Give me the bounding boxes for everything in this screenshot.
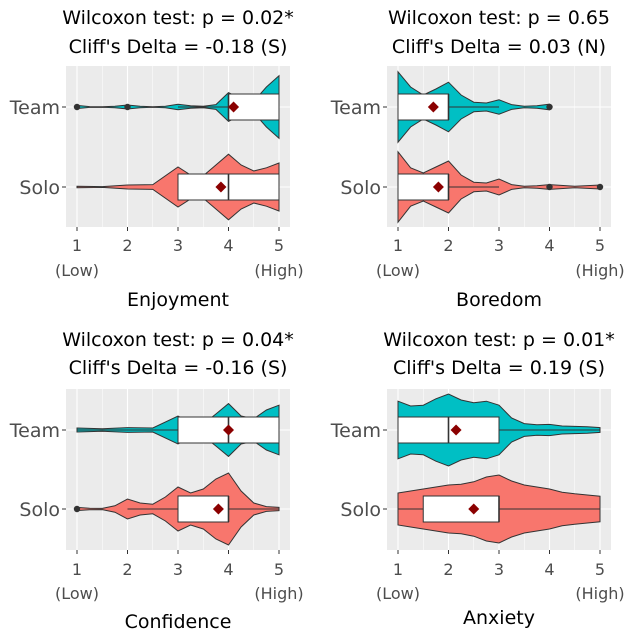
x-tick-label: 5	[274, 560, 284, 579]
chart-title-line-1: Wilcoxon test: p = 0.02*	[62, 7, 294, 29]
x-tick-label: 4	[223, 236, 233, 255]
x-tick-sublabel: (Low)	[376, 261, 420, 280]
x-tick-sublabel: (High)	[254, 261, 303, 280]
chart-title-line-2: Cliff's Delta = -0.16 (S)	[69, 357, 288, 379]
chart-title-line-2: Cliff's Delta = -0.18 (S)	[69, 36, 288, 58]
x-tick-label: 3	[494, 560, 504, 579]
x-tick-label: 5	[595, 236, 605, 255]
y-tick-label-team: Team	[330, 97, 381, 119]
chart-title-line-1: Wilcoxon test: p = 0.65	[388, 7, 610, 29]
x-tick-label: 4	[544, 560, 554, 579]
x-tick-sublabel: (High)	[254, 584, 303, 603]
y-tick-label-solo: Solo	[340, 499, 381, 521]
mean-marker	[427, 101, 439, 113]
violin-group-team	[397, 393, 601, 467]
y-tick-label-solo: Solo	[340, 177, 381, 199]
chart-title-line-1: Wilcoxon test: p = 0.01*	[383, 329, 615, 351]
mean-marker	[215, 181, 227, 193]
x-tick-label: 1	[393, 560, 403, 579]
violin-group-team	[73, 74, 280, 140]
mean-marker	[228, 101, 240, 113]
x-axis-title: Confidence	[125, 611, 232, 632]
chart-panel-2: Wilcoxon test: p = 0.65 Cliff's Delta = 0…	[330, 7, 625, 311]
y-tick-label-solo: Solo	[19, 177, 60, 199]
x-tick-label: 4	[544, 236, 554, 255]
box-iqr	[397, 93, 449, 121]
y-tick-label-solo: Solo	[19, 499, 60, 521]
mean-marker	[212, 503, 224, 515]
chart-title-line-2: Cliff's Delta = 0.19 (S)	[393, 357, 605, 379]
x-tick-label: 1	[393, 236, 403, 255]
x-tick-label: 2	[443, 560, 453, 579]
mean-marker	[432, 181, 444, 193]
mean-marker	[450, 424, 462, 436]
box-iqr	[422, 495, 500, 523]
outlier-point	[73, 505, 81, 513]
chart-panel-1: Wilcoxon test: p = 0.02* Cliff's Delta = …	[9, 7, 304, 311]
x-tick-label: 1	[72, 236, 82, 255]
x-tick-label: 2	[122, 236, 132, 255]
x-tick-label: 2	[443, 236, 453, 255]
violin-group-solo	[397, 150, 604, 224]
violin-group-team	[76, 402, 280, 458]
chart-title-line-1: Wilcoxon test: p = 0.04*	[62, 329, 294, 351]
x-tick-label: 3	[173, 560, 183, 579]
x-tick-label: 2	[122, 560, 132, 579]
x-axis-title: Enjoyment	[127, 289, 229, 311]
x-axis-title: Boredom	[456, 289, 542, 311]
x-tick-sublabel: (Low)	[55, 584, 99, 603]
x-tick-label: 4	[223, 560, 233, 579]
x-tick-label: 5	[595, 560, 605, 579]
y-tick-label-team: Team	[9, 420, 60, 442]
mean-marker	[468, 503, 480, 515]
x-tick-sublabel: (Low)	[55, 261, 99, 280]
y-tick-label-team: Team	[330, 420, 381, 442]
mean-marker	[223, 424, 234, 436]
x-tick-label: 3	[173, 236, 183, 255]
outlier-point	[73, 103, 81, 111]
outlier-point	[596, 183, 604, 191]
chart-panel-4: Wilcoxon test: p = 0.01* Cliff's Delta = …	[330, 329, 625, 629]
x-axis-title: Anxiety	[463, 607, 535, 629]
outlier-point	[124, 103, 131, 111]
violin-group-team	[397, 70, 553, 144]
chart-title-line-2: Cliff's Delta = 0.03 (N)	[392, 36, 606, 58]
outlier-point	[546, 183, 553, 191]
x-tick-sublabel: (Low)	[376, 584, 420, 603]
x-tick-label: 3	[494, 236, 504, 255]
x-tick-label: 1	[72, 560, 82, 579]
x-tick-sublabel: (High)	[575, 584, 624, 603]
violin-group-solo	[73, 472, 280, 546]
x-tick-sublabel: (High)	[575, 261, 624, 280]
outlier-point	[546, 103, 553, 111]
violin-group-solo	[76, 153, 280, 221]
chart-panel-3: Wilcoxon test: p = 0.04* Cliff's Delta = …	[9, 329, 304, 632]
y-tick-label-team: Team	[9, 97, 60, 119]
violin-group-solo	[397, 474, 601, 544]
x-tick-label: 5	[274, 236, 284, 255]
